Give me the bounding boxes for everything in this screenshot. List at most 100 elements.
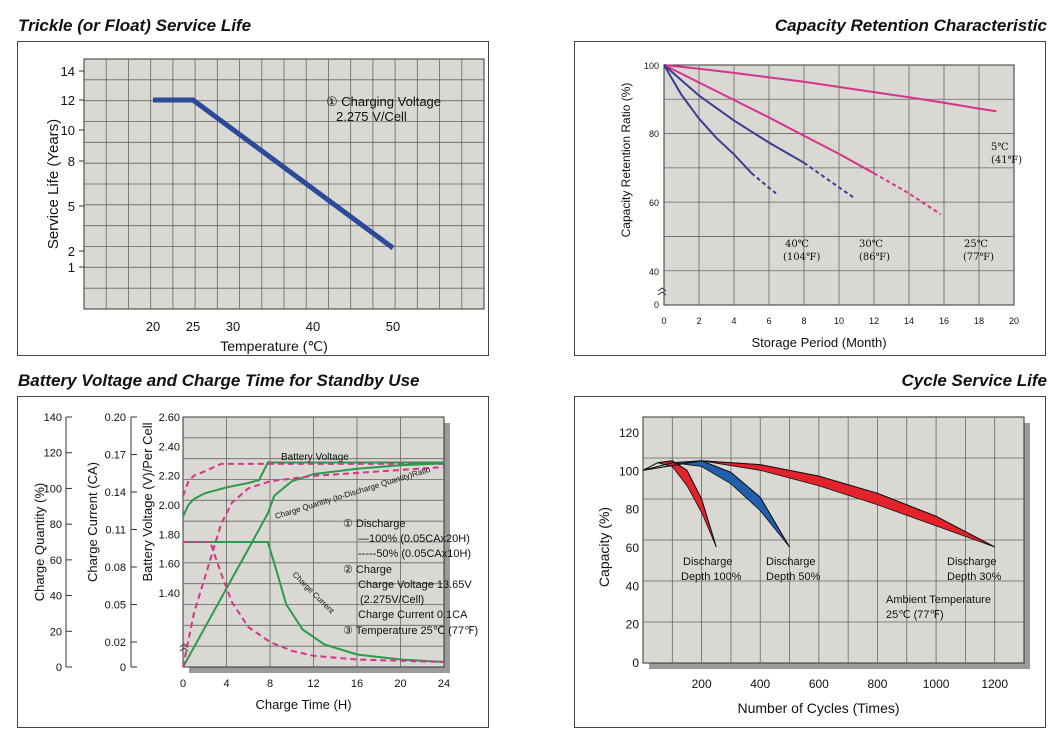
- chart4-panel: 120 100 80 60 40 20 0 200 400 600 800 1000 1200 Numbe…: [574, 396, 1046, 728]
- x-axis-label: Number of Cycles (Times): [737, 700, 899, 716]
- charge-current-tick: 0.08: [105, 562, 126, 574]
- annotation-text: (2.275V/Cell): [360, 594, 424, 606]
- curve-label: Battery Voltage: [281, 452, 349, 463]
- voltage-tick: 2.60: [159, 412, 180, 424]
- x-tick-label: 20: [394, 678, 406, 690]
- x-tick-label: 24: [438, 678, 450, 690]
- x-tick-label: 6: [766, 316, 771, 326]
- y-axis-label: Charge Quantity (%): [32, 483, 47, 602]
- x-tick-label: 25: [186, 319, 200, 334]
- annotation-text: —100% (0.05CAx20H): [358, 533, 470, 545]
- curve-label: (104℉): [783, 252, 820, 263]
- chart3-panel: 140 120 100 80 60 40 20 0 0.20 0.17 0.14 0.11 0.08 0.…: [17, 396, 489, 728]
- charge-quantity-tick: 40: [50, 591, 62, 603]
- curve-label: 30℃: [859, 239, 883, 250]
- y-tick-label: 60: [649, 198, 659, 208]
- retention-curve: [663, 64, 997, 113]
- x-tick-label: 4: [223, 678, 229, 690]
- y-tick-label: 2: [68, 244, 75, 259]
- y-tick-label: 20: [626, 618, 640, 632]
- y-tick-label: 10: [61, 123, 75, 138]
- retention-curve-dashed: [803, 161, 854, 199]
- y-axis-label: Charge Current (CA): [85, 462, 100, 582]
- cycle-life-curve: [642, 460, 790, 548]
- y-tick-label: 40: [626, 579, 640, 593]
- cycle-life-curve: [642, 460, 717, 548]
- annotation-text: ③ Temperature 25℃ (77℉): [343, 625, 478, 637]
- charge-curve: [182, 462, 445, 668]
- capacity-retention-chart: 100 80 60 40 00 2 4 6 8 10 12 14 16 18 20 Storage Perio…: [619, 61, 1022, 350]
- retention-curve: [663, 64, 753, 174]
- charge-current-tick: 0.05: [105, 600, 126, 612]
- y-tick-label: 100: [644, 61, 659, 71]
- charge-current-tick: 0.02: [105, 637, 126, 649]
- annotation-text: Ambient Temperature: [886, 594, 991, 606]
- x-tick-label: 10: [834, 316, 844, 326]
- voltage-tick: 2.20: [159, 471, 180, 483]
- annotation-text: ① Discharge: [343, 518, 405, 530]
- x-tick-label: 8: [801, 316, 806, 326]
- charge-current-tick: 0.20: [105, 412, 126, 424]
- voltage-tick: 1.40: [159, 588, 180, 600]
- y-axis-label: Battery Voltage (V)/Per Cell: [140, 422, 155, 581]
- annotation-text: Charge Voltage 13.65V: [358, 579, 472, 591]
- cycle-life-curve: [642, 460, 995, 548]
- retention-curve: [663, 64, 875, 175]
- annotation-text: Charge Current 0.1CA: [358, 609, 468, 621]
- annotation-text: 25℃ (77℉): [886, 609, 944, 621]
- annotation-text: Depth 50%: [766, 571, 821, 583]
- x-tick-label: 600: [809, 677, 829, 691]
- y-tick-label: 80: [626, 503, 640, 517]
- y-axis-label: Capacity (%): [596, 507, 612, 587]
- charge-time-chart: 1401201008060402000.200.170.140.110.080.…: [32, 412, 478, 712]
- curve-label: (77℉): [963, 252, 994, 263]
- chart1-title: Trickle (or Float) Service Life: [18, 16, 252, 35]
- x-tick-label: 800: [867, 677, 887, 691]
- charge-quantity-tick: 20: [50, 626, 62, 638]
- annotation-text: Depth 30%: [947, 571, 1002, 583]
- y-axis-label: Capacity Retention Ratio (%): [619, 83, 633, 238]
- annotation-text: 2.275 V/Cell: [336, 109, 407, 124]
- charge-current-tick: 0.14: [105, 487, 126, 499]
- chart4-title: Cycle Service Life: [901, 371, 1047, 390]
- y-tick-label: 100: [619, 464, 639, 478]
- chart1-panel: 14 12 10 8 5 2 1 20 25 30 40 50 Temperature (℃) Servi…: [17, 41, 489, 356]
- y-tick-label: 5: [68, 199, 75, 214]
- charge-curve: [182, 462, 444, 497]
- retention-curve-dashed: [873, 172, 942, 216]
- y-tick-label: 14: [61, 64, 75, 79]
- annotation-text: -----50% (0.05CAx10H): [358, 548, 471, 560]
- annotation-text: Discharge: [766, 556, 816, 568]
- y-tick-label: 80: [649, 129, 659, 139]
- retention-curve: [663, 64, 805, 164]
- charge-quantity-tick: 100: [44, 483, 62, 495]
- annotation-text: Depth 100%: [681, 571, 742, 583]
- charge-curve: [183, 541, 445, 663]
- y-tick-label: 120: [619, 426, 639, 440]
- axis-break-icon: [657, 287, 667, 296]
- x-tick-label: 14: [904, 316, 914, 326]
- x-axis-label: Charge Time (H): [255, 697, 351, 712]
- x-tick-label: 1000: [923, 677, 950, 691]
- chart2-title: Capacity Retention Characteristic: [774, 16, 1047, 35]
- curve-label: 5℃: [991, 142, 1009, 153]
- annotation-text: Discharge: [683, 556, 733, 568]
- x-axis-label: Storage Period (Month): [751, 335, 886, 350]
- x-tick-label: 4: [731, 316, 736, 326]
- x-tick-label: 16: [351, 678, 363, 690]
- service-life-line: [153, 97, 395, 251]
- x-tick-label: 1200: [981, 677, 1008, 691]
- annotation-text: Discharge: [947, 556, 997, 568]
- x-tick-label: 2: [696, 316, 701, 326]
- x-tick-label: 40: [306, 319, 320, 334]
- x-tick-label: 8: [267, 678, 273, 690]
- voltage-tick: 2.00: [159, 500, 180, 512]
- y-axis-label: Service Life (Years): [45, 119, 62, 249]
- x-tick-label: 12: [869, 316, 879, 326]
- voltage-tick: 2.40: [159, 441, 180, 453]
- x-tick-label: 18: [974, 316, 984, 326]
- x-tick-label: 400: [750, 677, 770, 691]
- y-tick-label: 0: [632, 656, 639, 670]
- charge-curve: [182, 466, 445, 668]
